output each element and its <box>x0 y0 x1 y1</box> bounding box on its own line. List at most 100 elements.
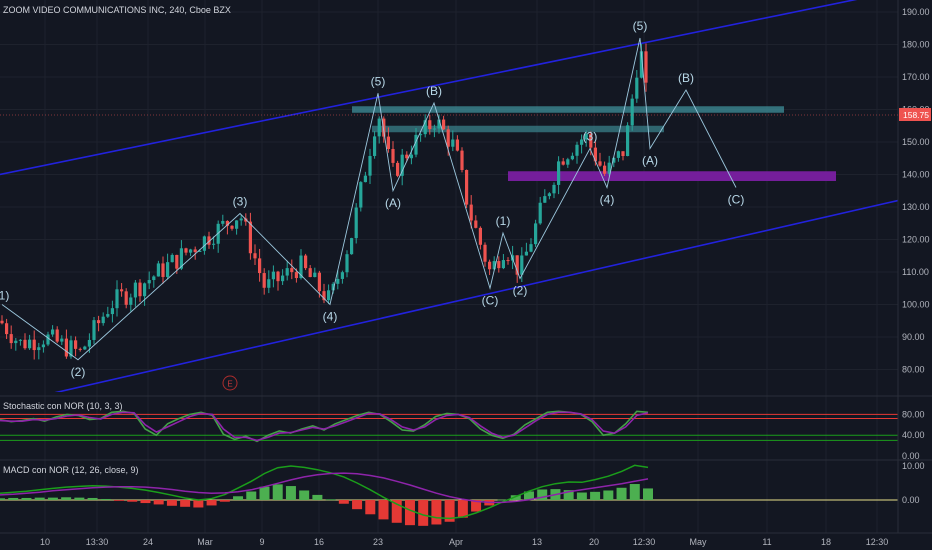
elliott-wave-lines: (1) (2) (3) (4) (5) (A) (B) (C) (1) (2) (3) (4) (5) (… <box>0 19 744 379</box>
candle-body <box>400 154 404 176</box>
candle-body <box>166 262 170 277</box>
earnings-marker-label: E <box>227 380 232 389</box>
candle-body <box>262 273 266 288</box>
wave-label: (4) <box>323 310 338 324</box>
candle-body <box>589 133 593 148</box>
last-price-tag: 158.75 <box>0 108 931 121</box>
candle-body <box>635 77 639 99</box>
macd-histogram-bar <box>616 487 627 500</box>
candle-body <box>363 175 367 183</box>
x-tick-label: 13:30 <box>86 537 109 547</box>
candle-body <box>552 184 556 194</box>
candle-body <box>189 249 193 253</box>
candle-body <box>23 339 27 349</box>
macd-histogram-bar <box>457 500 468 518</box>
candle-body <box>534 223 538 245</box>
candle-body <box>538 202 542 224</box>
macd-histogram-bar <box>338 500 349 504</box>
zones <box>352 106 836 181</box>
candle-body <box>69 340 73 357</box>
candle-body <box>584 133 588 140</box>
x-tick-label: 24 <box>143 537 153 547</box>
candle-body <box>345 254 349 273</box>
candle-body <box>106 314 110 317</box>
macd-histogram-bar <box>233 496 244 500</box>
candle-body <box>520 255 524 275</box>
candle-body <box>299 255 303 279</box>
wave-label: (1) <box>496 214 511 228</box>
candle-body <box>115 289 119 309</box>
candle-body <box>253 253 257 259</box>
x-tick-label: 12:30 <box>633 537 656 547</box>
candle-body <box>225 220 229 226</box>
wave-label: (2) <box>513 284 528 298</box>
stoch-tick-label: 0.00 <box>902 451 920 461</box>
macd-histogram-bar <box>523 491 534 500</box>
candle-body <box>630 98 634 126</box>
macd-line <box>0 464 649 520</box>
last-price-badge <box>899 108 931 121</box>
x-tick-label: 23 <box>373 537 383 547</box>
earnings-marker[interactable]: E <box>222 375 238 391</box>
macd-histogram-bar <box>127 500 138 502</box>
candle-body <box>51 329 55 335</box>
candle-body <box>235 220 239 229</box>
macd-histogram-bar <box>471 500 482 512</box>
candle-body <box>64 338 68 357</box>
candle-body <box>501 260 505 269</box>
candle-body <box>409 154 413 159</box>
macd-histogram-bar <box>272 484 283 500</box>
candle-body <box>18 339 22 341</box>
candle-body <box>515 255 519 275</box>
candle-body <box>313 272 317 278</box>
candle-body <box>483 244 487 262</box>
candle-body <box>248 221 252 254</box>
macd-histogram-bar <box>404 500 415 526</box>
macd-histogram-bar <box>219 500 230 502</box>
candle-body <box>271 271 275 280</box>
candle-body <box>239 218 243 221</box>
candle-body <box>474 220 478 228</box>
stoch-tick-label: 40.00 <box>902 430 925 440</box>
candle-body <box>451 139 455 147</box>
x-tick-label: 18 <box>821 537 831 547</box>
candle-body <box>322 291 326 301</box>
macd-histogram-bar <box>21 497 32 500</box>
candle-body <box>437 119 441 129</box>
x-tick-label: 10 <box>40 537 50 547</box>
candle-body <box>327 290 331 301</box>
candle-body <box>497 261 501 269</box>
macd-label: MACD con NOR (12, 26, close, 9) <box>3 465 139 475</box>
wave-label: (A) <box>385 196 401 210</box>
candle-body <box>207 236 211 245</box>
candle-body <box>304 255 308 269</box>
wave-label: (B) <box>678 71 694 85</box>
macd-histogram-bar <box>206 500 217 506</box>
macd-histogram-bar <box>285 486 296 500</box>
y-tick-label: 130.00 <box>902 202 930 212</box>
candle-body <box>350 238 354 255</box>
candle-body <box>442 119 446 130</box>
macd-tick-label: 0.00 <box>902 495 920 505</box>
candle-body <box>129 297 133 305</box>
candle-body <box>193 249 197 252</box>
candle-body <box>124 291 128 305</box>
x-tick-label: 9 <box>259 537 264 547</box>
wave-label: (3) <box>583 130 598 144</box>
macd-histogram-bar <box>444 500 455 522</box>
candle-body <box>198 250 202 252</box>
macd-histogram-bar <box>8 497 19 500</box>
macd-histogram-bar <box>352 500 363 510</box>
candle-body <box>0 320 4 324</box>
macd-histogram-bar <box>603 490 614 500</box>
candle-body <box>308 268 312 278</box>
candle-body <box>432 128 436 130</box>
y-tick-label: 100.00 <box>902 300 930 310</box>
stoch-d-line <box>0 411 649 442</box>
y-tick-label: 110.00 <box>902 267 929 277</box>
x-tick-label: 13 <box>532 537 542 547</box>
candle-body <box>87 339 91 347</box>
candle-body <box>547 193 551 197</box>
earnings-circle <box>222 375 238 391</box>
macd-histogram-bar <box>497 499 508 501</box>
